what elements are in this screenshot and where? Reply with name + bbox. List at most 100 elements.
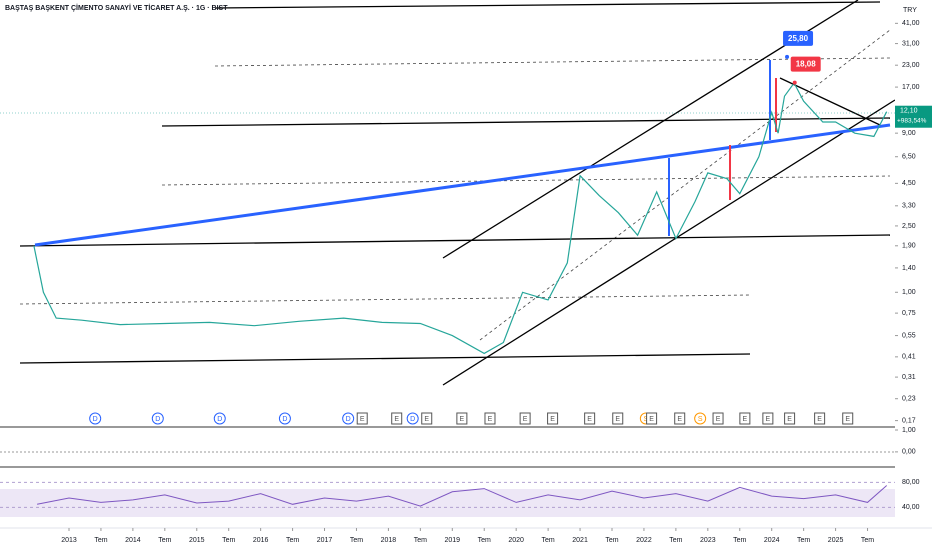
y-tick-label: 23,00: [902, 62, 920, 69]
event-label: E: [743, 416, 748, 423]
x-tick-label: Tem: [350, 537, 363, 544]
chart-title: BAŞTAŞ BAŞKENT ÇİMENTO SANAYİ VE TİCARET…: [5, 4, 228, 12]
event-marker: [356, 412, 368, 425]
x-tick-label: Tem: [158, 537, 171, 544]
event-marker: [842, 412, 854, 425]
y-tick-label: 17,00: [902, 84, 920, 91]
trend-line: [214, 1, 881, 9]
event-label: E: [787, 416, 792, 423]
event-label: E: [424, 416, 429, 423]
y-tick-label: 1,90: [902, 243, 916, 250]
last-price-label: 12,10: [900, 108, 918, 115]
change-label: +983,54%: [897, 117, 927, 124]
macd-tick-label: 1,00: [902, 427, 916, 434]
event-marker: [674, 412, 686, 425]
event-marker: [456, 412, 468, 425]
event-marker: [421, 412, 433, 425]
event-label: D: [217, 416, 222, 423]
event-marker: [89, 412, 102, 425]
x-tick-label: Tem: [286, 537, 299, 544]
blue-trend: [34, 123, 891, 247]
y-tick-label: 0,41: [902, 354, 916, 361]
event-label: S: [698, 416, 703, 423]
event-label: E: [615, 416, 620, 423]
x-tick-label: 2014: [125, 537, 141, 544]
event-marker: [484, 412, 496, 425]
y-tick-label: 3,30: [902, 203, 916, 210]
event-label: E: [677, 416, 682, 423]
currency: TRY: [903, 7, 917, 14]
x-tick-label: 2016: [253, 537, 269, 544]
triangle-line: [779, 77, 881, 126]
event-marker: [712, 412, 724, 425]
event-marker: [784, 412, 796, 425]
event-marker: [547, 412, 559, 425]
event-label: E: [649, 416, 654, 423]
trend-line: [161, 117, 891, 127]
event-marker: [151, 412, 164, 425]
event-label: E: [460, 416, 465, 423]
annotation-box: [790, 56, 821, 72]
y-tick-label: 0,75: [902, 310, 916, 317]
event-marker: [739, 412, 751, 425]
x-tick-label: 2017: [317, 537, 333, 544]
macd-tick-label: 0,00: [902, 449, 916, 456]
event-marker: [814, 412, 826, 425]
x-tick-label: 2022: [636, 537, 652, 544]
x-tick-label: 2024: [764, 537, 780, 544]
annotation-point: [785, 54, 790, 59]
y-tick-label: 6,50: [902, 154, 916, 161]
y-tick-label: 1,40: [902, 265, 916, 272]
trend-line: [214, 57, 891, 67]
event-label: E: [716, 416, 721, 423]
x-tick-label: 2018: [381, 537, 397, 544]
annotation-label: 18,08: [796, 60, 817, 69]
event-marker: [646, 412, 658, 425]
x-tick-label: 2019: [445, 537, 461, 544]
channel-lower: [442, 99, 896, 386]
event-label: E: [845, 416, 850, 423]
x-tick-label: 2021: [572, 537, 588, 544]
x-tick-label: Tem: [669, 537, 682, 544]
channel-mid: [479, 29, 891, 341]
event-label: D: [155, 416, 160, 423]
y-tick-label: 0,31: [902, 374, 916, 381]
annotation-label: 25,80: [788, 34, 809, 43]
event-label: D: [346, 416, 351, 423]
y-tick-label: 1,00: [902, 289, 916, 296]
event-label: E: [360, 416, 365, 423]
y-tick-label: 41,00: [902, 20, 920, 27]
event-label: E: [587, 416, 592, 423]
x-tick-label: Tem: [94, 537, 107, 544]
trend-line: [19, 234, 891, 247]
y-tick-label: 2,50: [902, 223, 916, 230]
event-marker: [278, 412, 291, 425]
y-tick-label: 4,50: [902, 180, 916, 187]
x-tick-label: Tem: [414, 537, 427, 544]
event-marker: [519, 412, 531, 425]
x-tick-label: 2013: [61, 537, 77, 544]
y-tick-label: 0,23: [902, 396, 916, 403]
rsi-tick-label: 40,00: [902, 504, 920, 511]
event-label: D: [410, 416, 415, 423]
event-marker: [762, 412, 774, 425]
price-axis: [895, 0, 932, 550]
x-tick-label: Tem: [541, 537, 554, 544]
event-label: D: [93, 416, 98, 423]
last-price-box: [895, 105, 932, 128]
x-tick-label: 2023: [700, 537, 716, 544]
event-marker: [612, 412, 624, 425]
price-line: [33, 81, 888, 355]
rsi-line: [37, 485, 888, 507]
x-tick-label: 2025: [828, 537, 844, 544]
x-tick-label: Tem: [861, 537, 874, 544]
y-tick-label: 9,00: [902, 130, 916, 137]
event-marker: [342, 412, 355, 425]
x-tick-label: Tem: [797, 537, 810, 544]
x-tick-label: 2015: [189, 537, 205, 544]
y-tick-label: 0,55: [902, 332, 916, 339]
event-label: E: [394, 416, 399, 423]
event-label: E: [817, 416, 822, 423]
y-tick-label: 31,00: [902, 40, 920, 47]
